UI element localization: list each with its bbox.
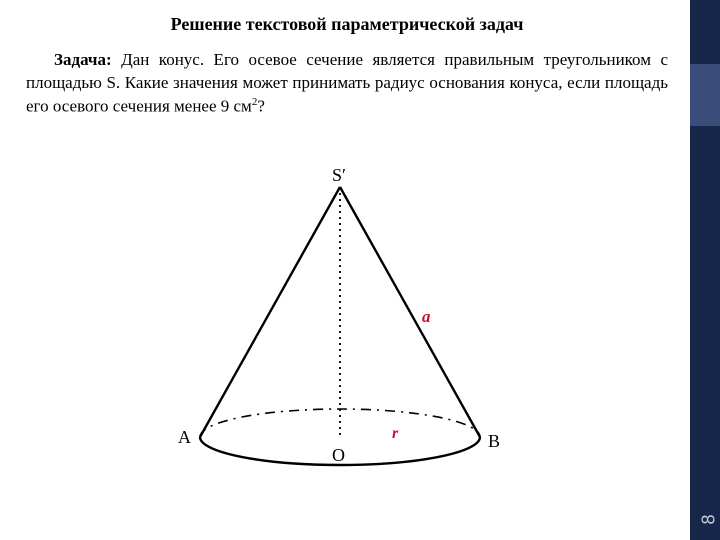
problem-body-1: Дан конус. Его осевое сечение является п… (26, 50, 668, 116)
label-B: B (488, 431, 500, 452)
problem-lead: Задача: (54, 50, 112, 69)
problem-body-2: ? (257, 97, 265, 116)
slant-right (340, 187, 480, 437)
label-O: O (332, 445, 345, 466)
label-slant-a: a (422, 307, 431, 327)
slant-left (200, 187, 340, 437)
cone-figure: S′ a A B O r (170, 175, 510, 495)
ellipse-back (200, 409, 480, 437)
problem-text: Задача: Дан конус. Его осевое сечение яв… (26, 49, 668, 118)
page-title: Решение текстовой параметрической задач (26, 14, 668, 35)
label-r: r (392, 425, 398, 443)
label-A: A (178, 427, 191, 448)
page-number: 8 (698, 514, 719, 524)
sidebar-stripe (690, 64, 720, 126)
label-apex: S′ (332, 165, 346, 186)
content-area: Решение текстовой параметрической задач … (0, 0, 690, 118)
